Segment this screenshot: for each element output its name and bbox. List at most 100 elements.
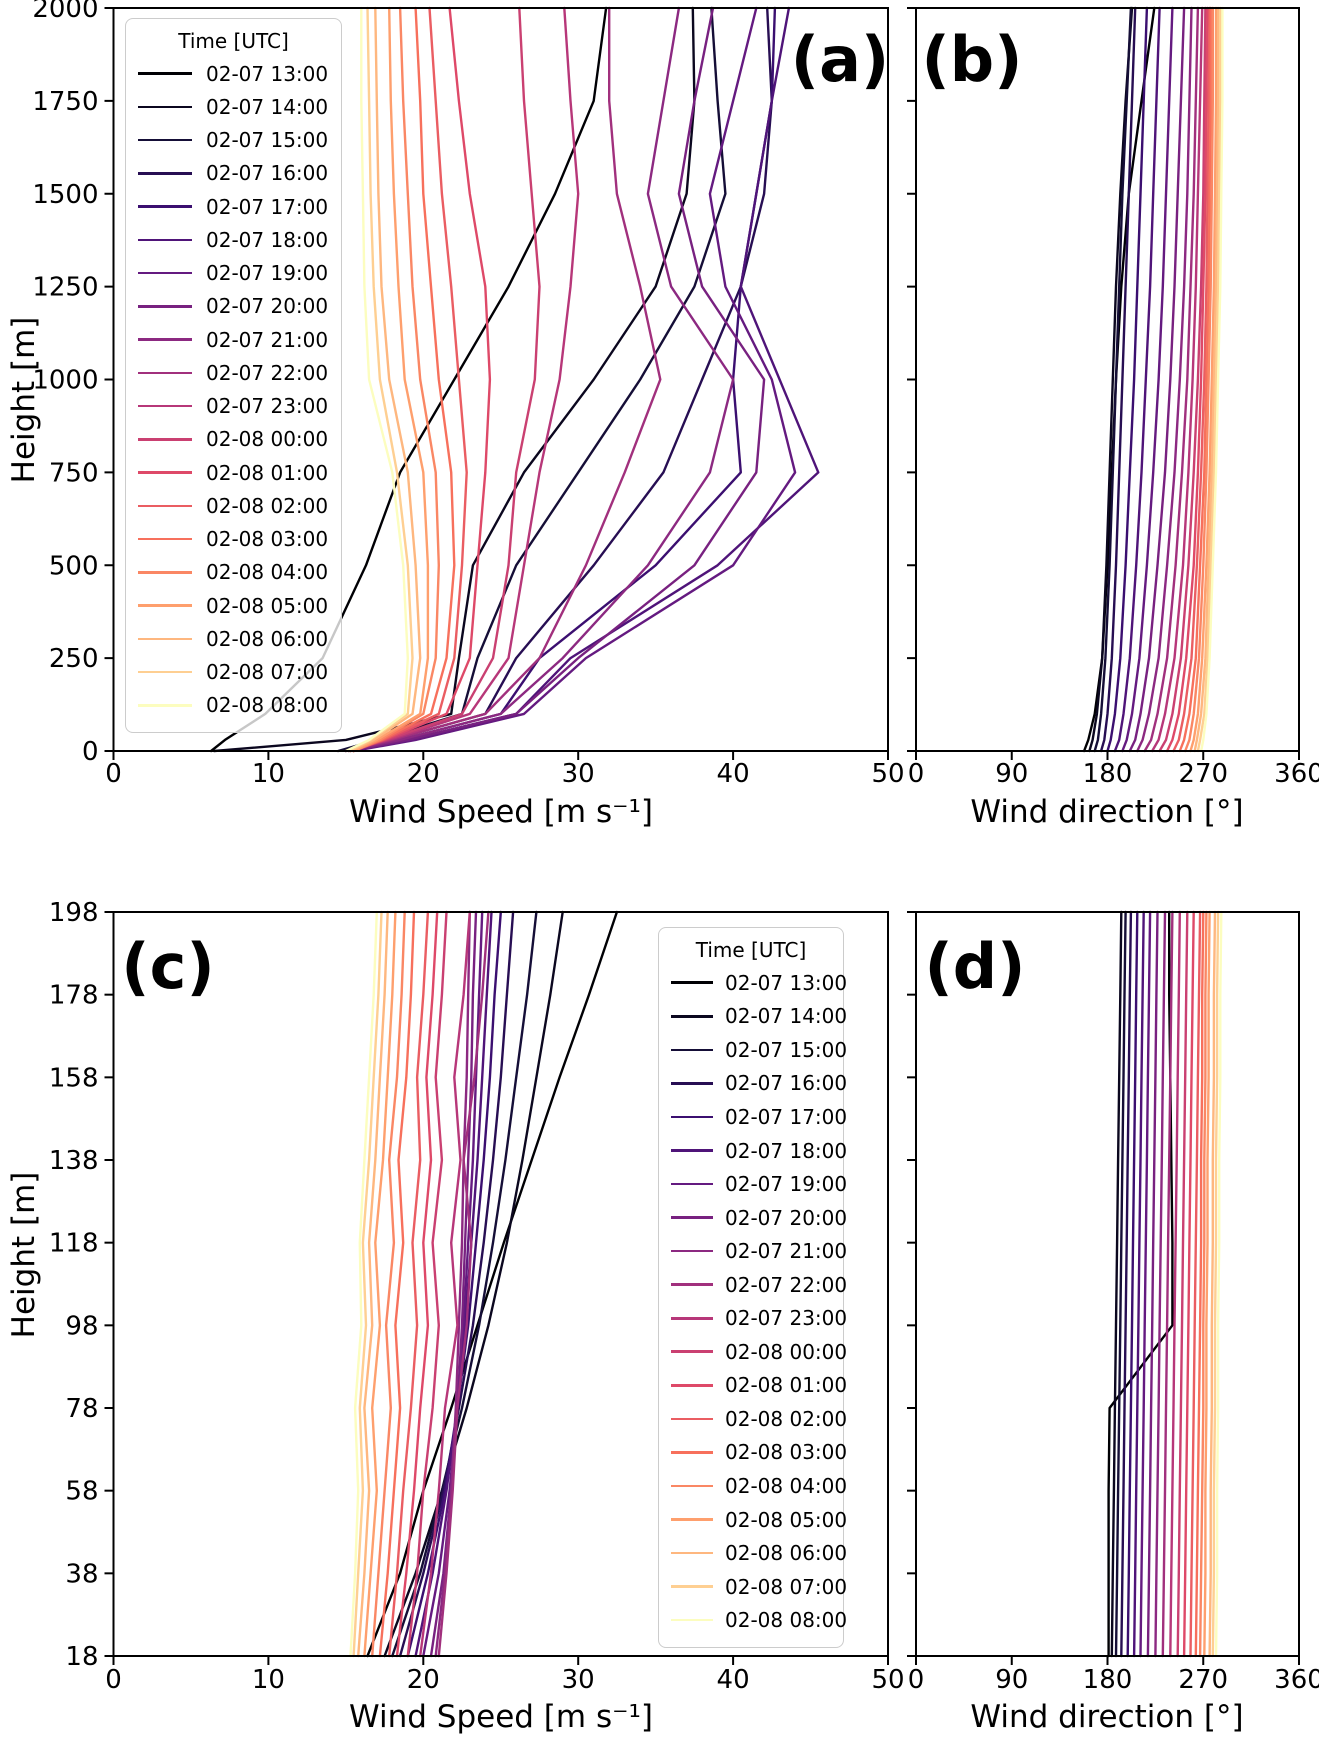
- series-line-02-07-15-00: [1093, 6, 1133, 753]
- legend-line-sample: [138, 338, 192, 341]
- legend-item-label: 02-07 16:00: [725, 1071, 848, 1096]
- y-tick-label: 1250: [32, 273, 98, 303]
- legend-item: 02-07 16:00: [671, 1071, 847, 1095]
- legend-line-sample: [671, 1417, 713, 1421]
- x-tick-label: 50: [871, 759, 904, 789]
- y-tick-label: 500: [49, 551, 99, 581]
- legend-item: 02-08 07:00: [671, 1575, 847, 1599]
- series-line-02-08-01-00: [1182, 910, 1195, 1658]
- legend-item: 02-08 02:00: [671, 1407, 847, 1431]
- legend-line-sample: [138, 305, 192, 308]
- legend-item-label: 02-07 22:00: [206, 360, 329, 385]
- legend-line-sample: [138, 504, 192, 508]
- y-tick-label: 178: [49, 981, 99, 1011]
- y-tick-label: 250: [49, 644, 99, 674]
- series-line-02-07-23-00: [1150, 6, 1204, 753]
- legend-item: 02-08 03:00: [671, 1440, 847, 1464]
- panel-label-d: (d): [924, 930, 1026, 1003]
- legend-item: 02-07 17:00: [138, 195, 329, 219]
- legend-line-sample: [671, 1384, 713, 1387]
- series-line-02-08-04-00: [352, 6, 440, 753]
- legend-item-label: 02-08 05:00: [206, 593, 329, 618]
- legend-item: 02-07 22:00: [671, 1273, 847, 1297]
- series-line-02-08-02-00: [1172, 6, 1211, 753]
- legend-item-label: 02-08 07:00: [206, 660, 329, 685]
- legend-line-sample: [671, 1585, 713, 1588]
- legend-item-label: 02-07 22:00: [725, 1272, 848, 1297]
- legend-item-label: 02-07 13:00: [725, 970, 848, 995]
- series-line-02-07-22-00: [344, 6, 662, 753]
- series-line-02-07-13-00: [366, 910, 619, 1658]
- series-line-02-07-16-00: [1099, 6, 1137, 753]
- legend-line-sample: [138, 704, 192, 707]
- legend-item-label: 02-08 08:00: [206, 693, 329, 718]
- legend-rows: 02-07 13:00 02-07 14:00 02-07 15:00 02-07 1…: [671, 966, 847, 1637]
- legend-item-label: 02-08 02:00: [725, 1406, 848, 1431]
- series-line-02-07-21-00: [434, 910, 471, 1658]
- legend-line-sample: [138, 238, 192, 242]
- series-line-02-08-04-00: [1183, 6, 1215, 753]
- legend-line-sample: [138, 471, 192, 474]
- series-line-02-08-07-00: [347, 6, 414, 753]
- series-line-02-08-08-00: [349, 910, 378, 1658]
- y-tick-label: 1750: [32, 87, 98, 117]
- series-line-02-07-15-00: [391, 910, 538, 1658]
- legend-item: 02-08 00:00: [671, 1340, 847, 1364]
- legend-line-sample: [138, 371, 192, 375]
- y-tick-label: 158: [49, 1063, 99, 1093]
- legend-item-label: 02-08 08:00: [725, 1608, 848, 1633]
- legend-line-sample: [671, 1518, 713, 1521]
- series-line-02-07-18-00: [1132, 910, 1145, 1658]
- legend-item: 02-07 15:00: [671, 1038, 847, 1062]
- legend-item: 02-07 20:00: [671, 1206, 847, 1230]
- series-line-02-08-00-00: [347, 6, 541, 753]
- legend-line-sample: [138, 271, 192, 275]
- legend-line-sample: [671, 1149, 713, 1152]
- legend-line-sample: [671, 1048, 713, 1052]
- legend-item-label: 02-07 14:00: [725, 1004, 848, 1029]
- legend-rows: 02-07 13:00 02-07 14:00 02-07 15:00 02-07 1…: [138, 57, 329, 722]
- legend-item: 02-07 20:00: [138, 294, 329, 318]
- legend-item: 02-07 13:00: [138, 62, 329, 86]
- legend-item-label: 02-08 03:00: [725, 1440, 848, 1465]
- series-line-02-07-22-00: [437, 910, 490, 1658]
- series-line-02-08-05-00: [1189, 6, 1218, 753]
- legend-title: Time [UTC]: [178, 29, 289, 53]
- y-tick-label: 1500: [32, 180, 98, 210]
- legend-line-sample: [671, 1618, 713, 1622]
- legend-line-sample: [671, 1115, 713, 1119]
- legend-item: 02-07 17:00: [671, 1105, 847, 1129]
- series-line-02-08-02-00: [388, 910, 430, 1658]
- x-tick-label: 30: [562, 759, 595, 789]
- panel-b: 0 90 180 270 360: [907, 6, 1319, 789]
- legend-item-label: 02-07 16:00: [206, 161, 329, 186]
- legend-item: 02-08 06:00: [671, 1541, 847, 1565]
- x-tick-label: 180: [1083, 1665, 1133, 1695]
- series-line-02-07-21-00: [1154, 910, 1167, 1658]
- legend-item-label: 02-07 23:00: [725, 1306, 848, 1331]
- x-tick-label: 180: [1083, 759, 1133, 789]
- legend-item: 02-07 19:00: [671, 1172, 847, 1196]
- legend-item: 02-07 14:00: [671, 1004, 847, 1028]
- legend-line-sample: [138, 537, 192, 541]
- legend-line-sample: [671, 1283, 713, 1286]
- series-line-02-07-20-00: [1146, 910, 1159, 1658]
- legend-item: 02-08 05:00: [671, 1508, 847, 1532]
- y-axis-label-height-top: Height [m]: [6, 316, 42, 484]
- series-line-02-08-05-00: [352, 6, 430, 753]
- series-line-02-08-06-00: [357, 910, 389, 1658]
- x-tick-label: 270: [1178, 1665, 1228, 1695]
- legend-title: Time [UTC]: [695, 938, 807, 962]
- series-line-02-08-05-00: [363, 910, 397, 1658]
- x-axis-label-wind-direction-bottom: Wind direction [°]: [970, 1699, 1244, 1735]
- legend-item-label: 02-07 19:00: [206, 261, 329, 286]
- series-line-02-07-21-00: [344, 6, 735, 753]
- legend-item: 02-07 18:00: [138, 228, 329, 252]
- y-tick-label: 1000: [32, 366, 98, 396]
- x-tick-label: 40: [717, 1665, 750, 1695]
- y-tick-label: 118: [49, 1229, 99, 1259]
- legend-line-sample: [671, 1082, 713, 1085]
- legend-item-label: 02-07 18:00: [206, 227, 329, 252]
